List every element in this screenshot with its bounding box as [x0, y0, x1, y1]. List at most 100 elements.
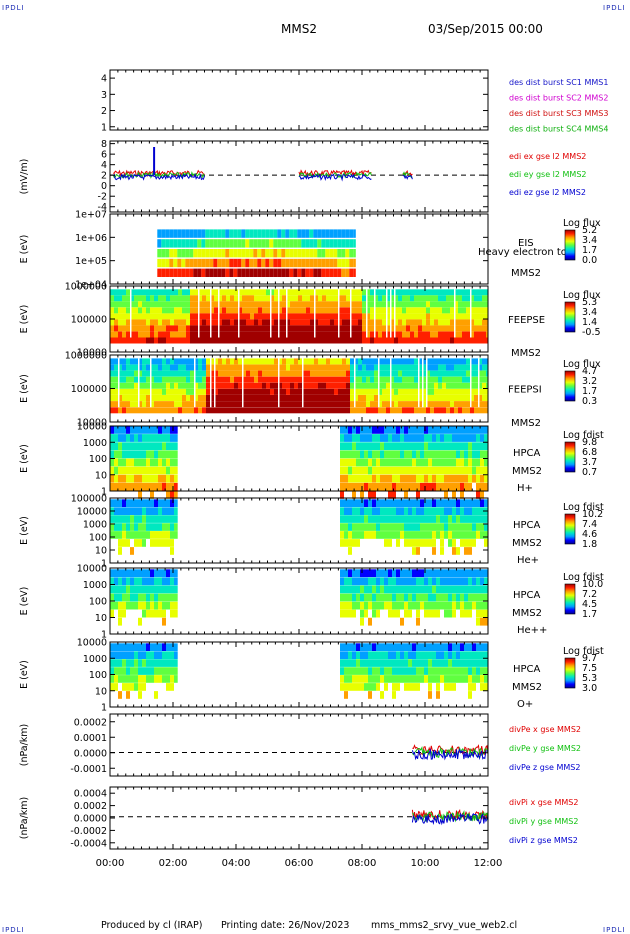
spectrogram-cell	[150, 307, 154, 314]
spectrogram-cell	[374, 382, 378, 389]
spectrogram-cell	[348, 643, 352, 651]
spectrogram-cell	[460, 434, 464, 442]
y-tick-label: 8	[101, 139, 107, 150]
spectrogram-cell	[374, 370, 378, 377]
spectrogram-cell	[384, 474, 388, 483]
spectrogram-cell	[341, 249, 346, 258]
spectrogram-cell	[329, 258, 334, 268]
spectrogram-cell	[254, 382, 258, 389]
spectrogram-cell	[468, 683, 472, 691]
spectrogram-cell	[480, 499, 484, 507]
datetime-title: 03/Sep/2015 00:00	[428, 22, 543, 36]
spectrogram-cell	[198, 313, 202, 320]
spectrogram-cell	[142, 331, 146, 338]
y-tick-label: 100	[89, 454, 107, 465]
spectrogram-cell	[440, 569, 444, 578]
spectrogram-cell	[157, 239, 162, 248]
spectrogram-cell	[440, 499, 444, 507]
spectrogram-cell	[398, 388, 402, 395]
spectrogram-cell	[306, 337, 310, 344]
spectrogram-cell	[382, 295, 386, 302]
y-tick-label: 0	[101, 181, 107, 192]
spectrogram-cell	[388, 426, 392, 434]
spectrogram-cell	[214, 301, 218, 308]
spectrogram-cell	[162, 651, 166, 659]
spectrogram-cell	[290, 401, 294, 408]
spectrogram-cell	[462, 295, 466, 302]
spectrogram-cell	[460, 667, 464, 675]
spectrogram-cell	[138, 507, 142, 515]
spectrogram-cell	[206, 382, 210, 389]
spectrogram-cell	[458, 337, 462, 344]
spectrogram-cell	[130, 601, 134, 610]
spectrogram-cell	[378, 331, 382, 338]
spectrogram-cell	[416, 482, 420, 491]
spectrogram-cell	[162, 675, 166, 683]
spectrogram-cell	[218, 388, 222, 395]
spectrogram-cell	[384, 683, 388, 691]
spectrogram-cell	[450, 289, 454, 296]
spectrogram-cell	[126, 376, 130, 383]
spectrogram-cell	[266, 295, 270, 302]
spectrogram-cell	[154, 609, 158, 618]
spectrogram-cell	[484, 683, 488, 691]
spectrogram-cell	[282, 401, 286, 408]
spectrogram-cell	[424, 585, 428, 594]
spectrogram-cell	[480, 617, 484, 626]
spectrogram-cell	[482, 376, 486, 383]
spectrogram-cell	[157, 229, 162, 238]
spectrogram-cell	[480, 569, 484, 578]
spectrogram-cell	[364, 450, 368, 459]
colorbar	[564, 441, 576, 473]
spectrogram-cell	[166, 585, 170, 594]
spectrogram-cell	[408, 601, 412, 610]
spectrogram-cell	[169, 249, 174, 258]
spectrogram-cell	[356, 507, 360, 515]
spectrogram-cell	[322, 307, 326, 314]
spectrogram-cell	[222, 319, 226, 326]
spectrogram-cell	[458, 407, 462, 414]
spectrogram-cell	[290, 358, 294, 365]
spectrogram-cell	[448, 539, 452, 547]
spectrogram-cell	[432, 515, 436, 523]
spectrogram-cell	[486, 325, 488, 332]
spectrogram-cell	[130, 569, 134, 578]
spectrogram-cell	[142, 643, 146, 651]
spectrogram-cell	[138, 364, 142, 371]
spectrogram-cell	[484, 474, 488, 483]
spectrogram-cell	[466, 358, 470, 365]
spectrogram-cell	[410, 289, 414, 296]
spectrogram-cell	[356, 667, 360, 675]
spectrogram-cell	[446, 395, 450, 401]
spectrogram-cell	[364, 523, 368, 531]
colorbar-tick-label: 0.7	[582, 467, 597, 478]
overlay-label: Heavy electron to	[478, 247, 567, 258]
spectrogram-cell	[162, 466, 166, 475]
spectrogram-cell	[344, 651, 348, 659]
spectrogram-cell	[282, 295, 286, 302]
spectrogram-cell	[134, 585, 138, 594]
spectrogram-cell	[198, 382, 202, 389]
spectrogram-cell	[174, 289, 178, 296]
spectrogram-cell	[150, 319, 154, 326]
spectrogram-cell	[458, 376, 462, 383]
spectrogram-cell	[166, 401, 170, 408]
spectrogram-cell	[458, 331, 462, 338]
spectrogram-cell	[322, 388, 326, 395]
spectrogram-cell	[374, 388, 378, 395]
spectrogram-cell	[221, 249, 226, 258]
spectrogram-cell	[392, 466, 396, 475]
spectrogram-cell	[486, 388, 488, 395]
spectrogram-cell	[446, 388, 450, 395]
spectrogram-cell	[154, 401, 158, 408]
spectrogram-cell	[380, 651, 384, 659]
spectrogram-cell	[138, 482, 142, 491]
spectrogram-cell	[486, 382, 488, 389]
spectrogram-cell	[428, 442, 432, 451]
spectrogram-cell	[462, 319, 466, 326]
spectrogram-cell	[265, 249, 270, 258]
spectrogram-cell	[314, 301, 318, 308]
spectrogram-cell	[154, 313, 158, 320]
spectrogram-cell	[350, 401, 354, 408]
spectrogram-cell	[162, 499, 166, 507]
